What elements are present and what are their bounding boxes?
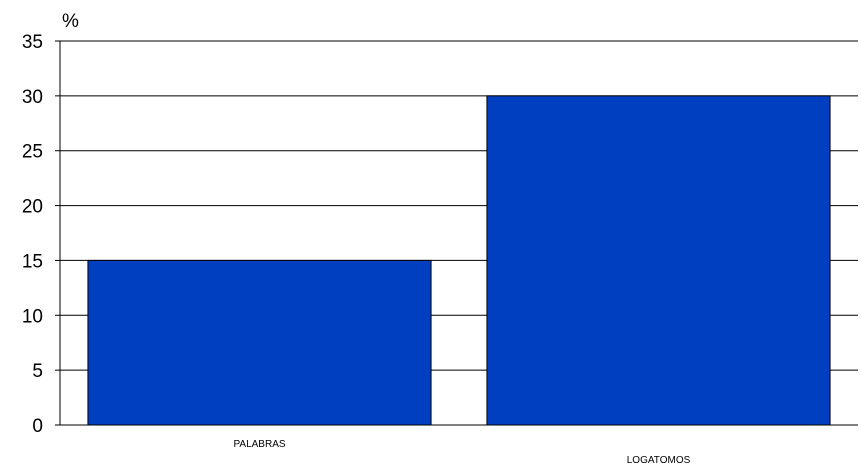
y-tick-label-5: 5 [32, 361, 43, 382]
y-tick-label-15: 15 [22, 251, 43, 272]
y-tick-label-25: 25 [22, 142, 43, 163]
y-tick-label-10: 10 [22, 306, 43, 327]
x-axis: PALABRAS LOGATOMOS [60, 424, 858, 466]
x-category-label-palabras: PALABRAS [233, 439, 285, 450]
y-axis-unit-label: % [62, 11, 79, 32]
bar-logatomos [486, 95, 831, 426]
y-tick-label-30: 30 [22, 87, 43, 108]
y-tick-label-35: 35 [22, 32, 43, 53]
bar-palabras [87, 259, 432, 426]
y-tick-label-0: 0 [32, 416, 43, 437]
y-axis: 0 5 10 15 20 25 30 35 [22, 32, 61, 437]
x-category-label-logatomos: LOGATOMOS [627, 455, 691, 466]
bars [87, 95, 831, 426]
y-tick-label-20: 20 [22, 197, 43, 218]
